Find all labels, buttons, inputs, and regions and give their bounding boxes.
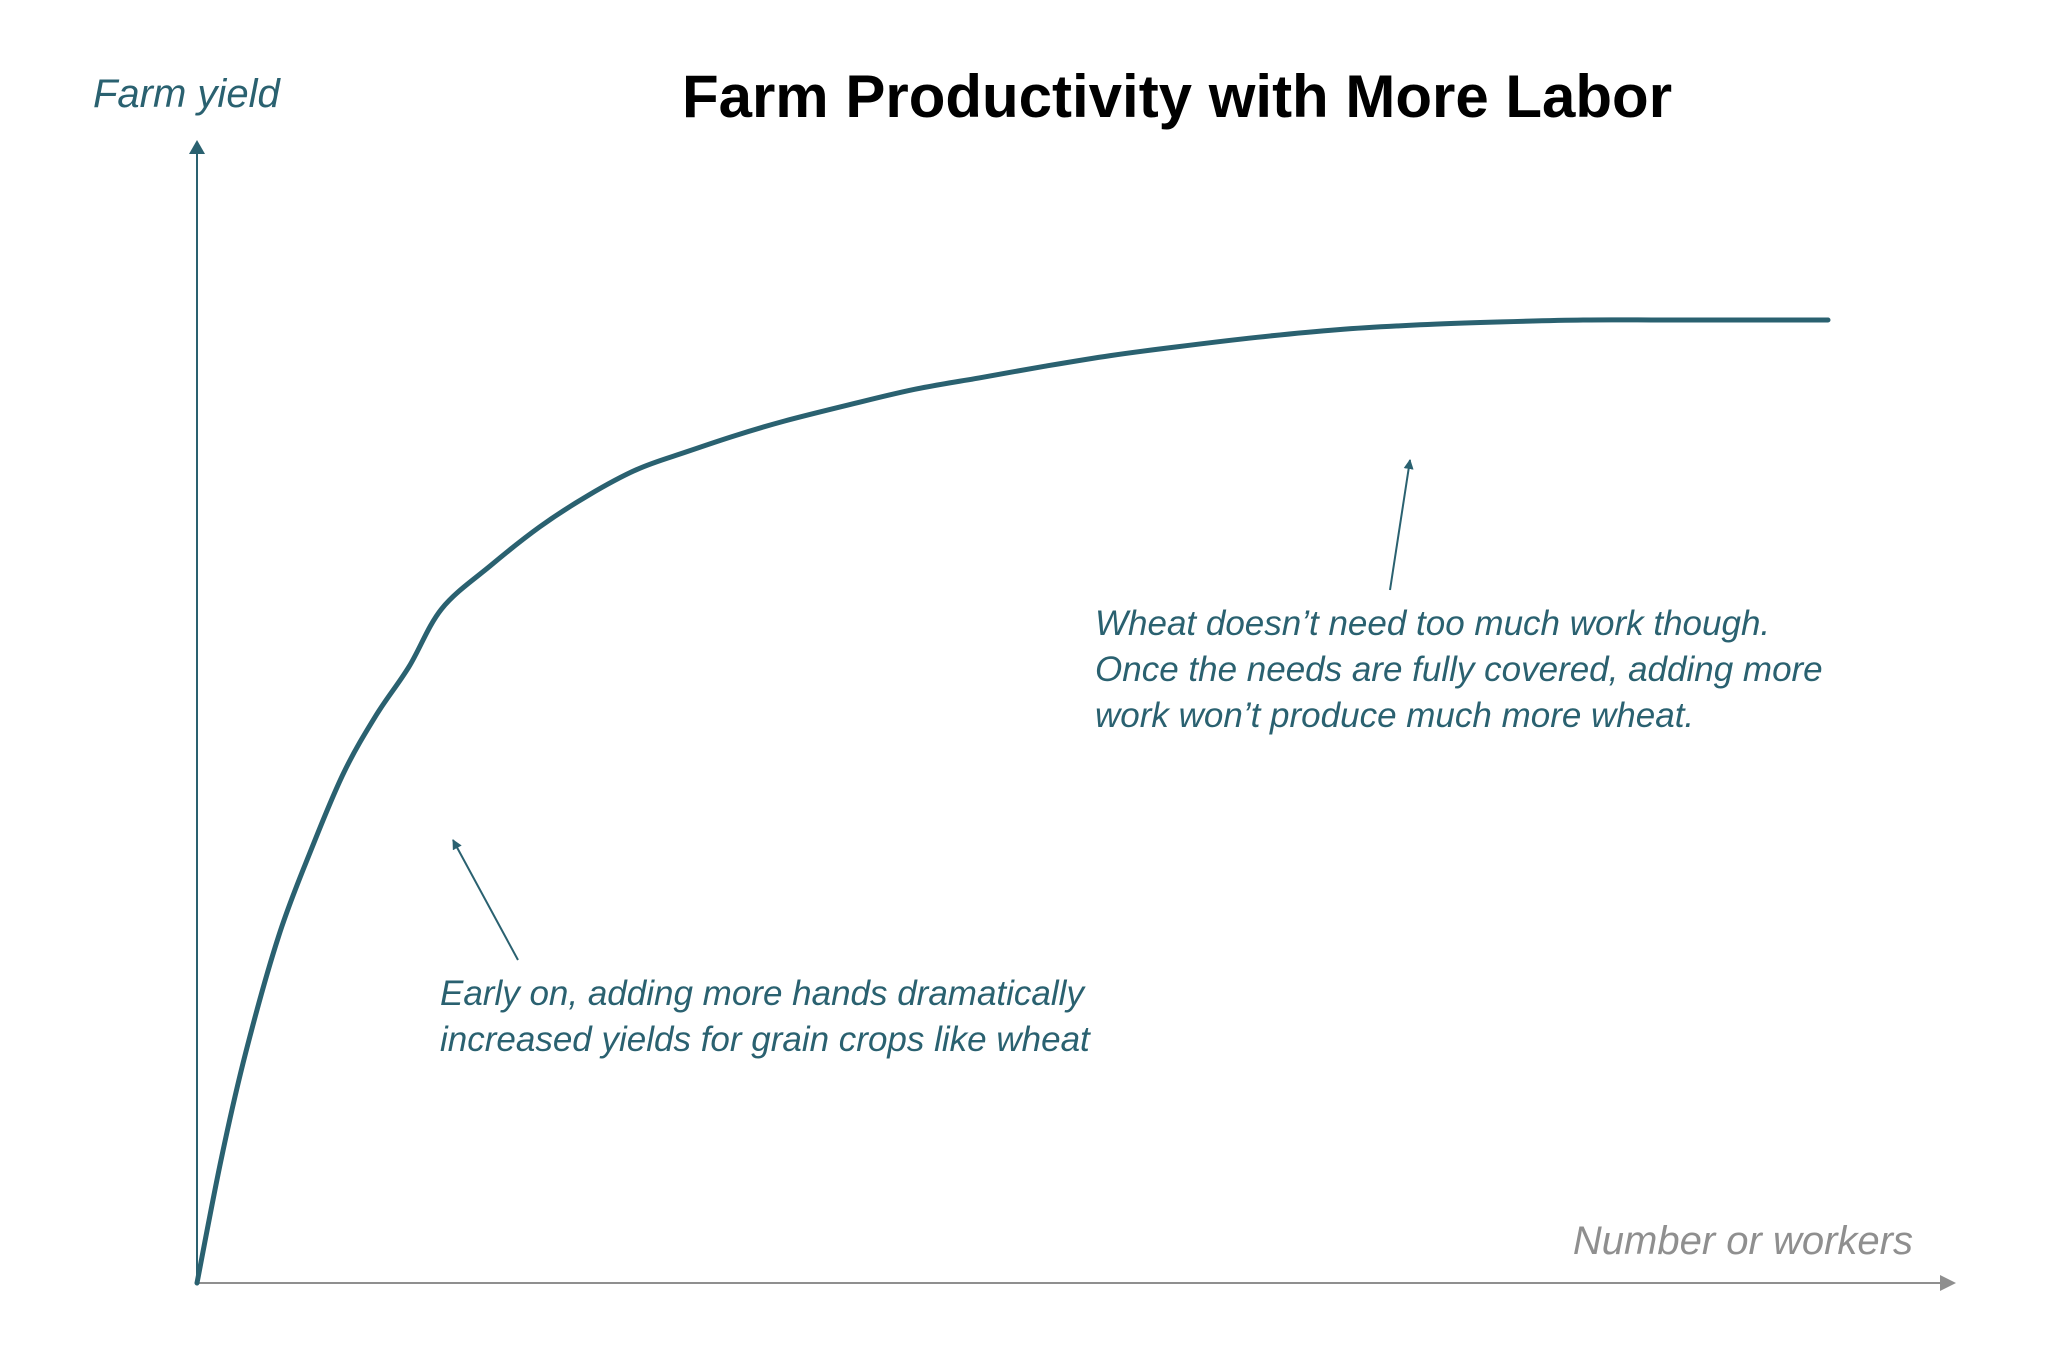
- data-point: [537, 525, 542, 530]
- data-point: [276, 934, 281, 939]
- data-point: [374, 712, 379, 717]
- series-layer: [194, 317, 1831, 1286]
- annotation-layer: Early on, adding more hands dramatically…: [440, 459, 1823, 1059]
- data-point: [439, 606, 444, 611]
- data-point: [733, 433, 738, 438]
- annotation-line: Wheat doesn’t need too much work though.: [1095, 604, 1770, 643]
- annotation-line: work won’t produce much more wheat.: [1095, 696, 1694, 735]
- annotation: Wheat doesn’t need too much work though.…: [1095, 459, 1823, 735]
- data-point: [782, 419, 787, 424]
- y-axis-arrowhead: [189, 140, 205, 154]
- annotation-arrow: [452, 839, 519, 961]
- series-line: [194, 317, 1831, 1286]
- data-point: [1826, 318, 1831, 323]
- data-point: [1662, 318, 1667, 323]
- data-point: [912, 387, 917, 392]
- data-point: [195, 1281, 200, 1286]
- data-point: [1336, 327, 1341, 332]
- data-point: [309, 847, 314, 852]
- data-point: [407, 664, 412, 669]
- data-point: [586, 493, 591, 498]
- annotation-line: increased yields for grain crops like wh…: [440, 1020, 1091, 1059]
- x-axis-arrowhead: [1940, 1275, 1956, 1291]
- axes: [189, 140, 1956, 1291]
- data-point: [1043, 364, 1048, 369]
- annotation-line: Early on, adding more hands dramatically: [440, 974, 1086, 1013]
- annotation-arrow: [1389, 459, 1414, 591]
- data-point: [1418, 322, 1423, 327]
- data-point: [219, 1155, 224, 1160]
- data-point: [341, 770, 346, 775]
- data-point: [1173, 345, 1178, 350]
- y-axis-label: Farm yield: [93, 72, 281, 116]
- annotation-text: Early on, adding more hands dramatically…: [440, 974, 1091, 1059]
- data-point: [1499, 319, 1504, 324]
- annotation-line: Once the needs are fully covered, adding…: [1095, 650, 1823, 689]
- data-point: [847, 402, 852, 407]
- data-point: [1581, 318, 1586, 323]
- x-axis-label: Number or workers: [1573, 1219, 1913, 1263]
- chart-title: Farm Productivity with More Labor: [682, 63, 1672, 130]
- data-point: [684, 449, 689, 454]
- data-point: [488, 563, 493, 568]
- data-point: [1108, 353, 1113, 358]
- data-point: [243, 1049, 248, 1054]
- annotation-text: Wheat doesn’t need too much work though.…: [1095, 604, 1823, 735]
- data-point: [1744, 318, 1749, 323]
- data-point: [1255, 335, 1260, 340]
- data-point: [635, 467, 640, 472]
- data-point: [977, 375, 982, 380]
- annotation: Early on, adding more hands dramatically…: [440, 839, 1091, 1059]
